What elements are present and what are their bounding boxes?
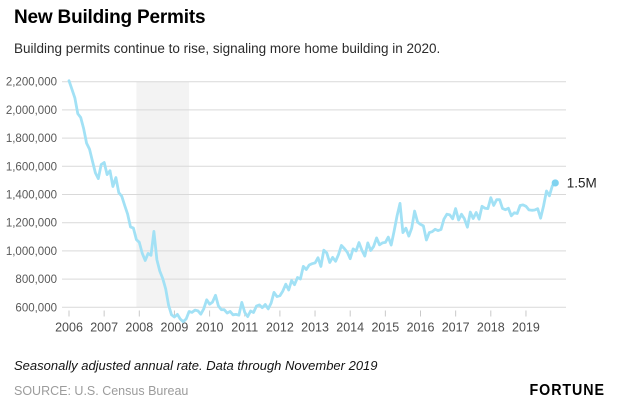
svg-text:2010: 2010 <box>196 321 224 335</box>
chart-footnote: Seasonally adjusted annual rate. Data th… <box>14 358 378 373</box>
svg-text:1,800,000: 1,800,000 <box>6 133 57 145</box>
svg-text:2017: 2017 <box>442 321 470 335</box>
svg-text:2015: 2015 <box>371 321 399 335</box>
svg-text:2,000,000: 2,000,000 <box>6 105 57 117</box>
end-point-dot <box>551 179 559 187</box>
svg-text:1,000,000: 1,000,000 <box>6 246 57 258</box>
fortune-logo: FORTUNE <box>529 382 605 399</box>
svg-text:1,400,000: 1,400,000 <box>6 190 57 202</box>
svg-text:2006: 2006 <box>55 321 83 335</box>
svg-text:2011: 2011 <box>231 321 258 335</box>
y-gridlines <box>62 81 566 308</box>
svg-text:2016: 2016 <box>407 321 435 335</box>
svg-text:2019: 2019 <box>512 321 540 335</box>
svg-text:2012: 2012 <box>266 321 294 335</box>
x-axis-ticks <box>68 310 527 317</box>
x-axis-labels: 2006 2007 2008 2009 2010 2011 2012 2013 2014 2015… <box>55 321 540 335</box>
svg-text:2018: 2018 <box>477 321 505 335</box>
y-axis-labels: 600,000 800,000 1,000,000 1,200,000 1,400,00… <box>6 77 57 315</box>
chart-subtitle: Building permits continue to rise, signa… <box>14 41 441 56</box>
svg-text:2007: 2007 <box>90 321 118 335</box>
chart-title: New Building Permits <box>14 7 206 28</box>
svg-text:600,000: 600,000 <box>15 302 57 314</box>
svg-text:2,200,000: 2,200,000 <box>6 77 57 89</box>
end-point-label: 1.5M <box>567 175 597 190</box>
svg-text:800,000: 800,000 <box>15 274 57 286</box>
svg-text:1,600,000: 1,600,000 <box>6 161 57 173</box>
svg-text:1,200,000: 1,200,000 <box>6 218 57 230</box>
svg-text:2014: 2014 <box>336 321 364 335</box>
chart-source-attribution: SOURCE: U.S. Census Bureau <box>14 384 189 398</box>
svg-text:2013: 2013 <box>301 321 329 335</box>
svg-text:2008: 2008 <box>125 321 153 335</box>
svg-text:2009: 2009 <box>161 321 189 335</box>
permits-line <box>67 79 557 324</box>
